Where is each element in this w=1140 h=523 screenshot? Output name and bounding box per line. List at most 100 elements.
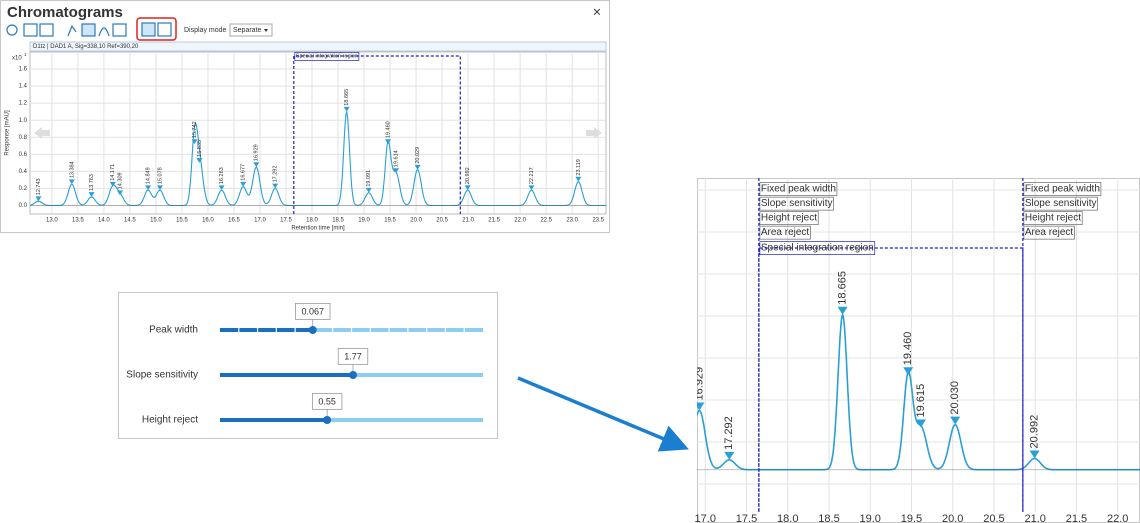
peak-label: 14.171 — [110, 164, 116, 181]
x-tick-label: 20.5 — [436, 218, 448, 224]
peak-marker — [528, 185, 535, 191]
event-label: Height reject — [761, 213, 817, 224]
tool-icon[interactable] — [112, 23, 127, 37]
peak-marker — [196, 158, 203, 163]
integration-region — [293, 55, 461, 214]
peak-label: 23.119 — [576, 159, 582, 175]
peak-label: 20.992 — [1028, 415, 1040, 449]
y-tick-label: 0.0 — [19, 203, 28, 209]
x-tick-label: 17.0 — [695, 513, 716, 523]
peak-marker — [575, 176, 582, 182]
peak-label: 20.992 — [465, 167, 471, 184]
event-label-box — [759, 182, 838, 196]
close-button[interactable]: × — [593, 4, 601, 20]
y-scale-exponent: 1 — [24, 52, 27, 57]
highlight-box — [136, 17, 177, 41]
peak-marker — [145, 185, 152, 191]
peak-label: 15.078 — [157, 167, 163, 184]
x-tick-label: 17.5 — [280, 218, 292, 224]
y-axis-label: Response [mAU] — [5, 110, 11, 156]
zoom-icon[interactable] — [6, 24, 18, 36]
x-tick-label: 15.0 — [150, 218, 162, 224]
peak-label: 17.292 — [273, 166, 279, 183]
slider-label: Peak width — [149, 325, 198, 336]
peak-label: 18.665 — [344, 89, 350, 106]
slider-label: Slope sensitivity — [126, 370, 198, 381]
x-tick-label: 21.0 — [462, 218, 474, 224]
peak-label: 19.460 — [902, 332, 914, 366]
region-label: Special integration region — [296, 53, 358, 59]
event-label: Slope sensitivity — [1025, 198, 1097, 209]
peak-marker — [191, 139, 198, 145]
x-tick-label: 22.5 — [540, 218, 552, 224]
peak-marker — [384, 139, 391, 145]
peak-marker — [253, 162, 260, 168]
x-tick-label: 23.0 — [566, 218, 578, 224]
integration-icon[interactable] — [141, 22, 156, 37]
peak-label: 18.665 — [837, 271, 849, 305]
slider-panel — [118, 292, 498, 439]
peak-marker — [156, 185, 163, 191]
signal-label: D1tz | DAD1 A, Sig=338,10 Ref=390,20 — [33, 44, 139, 50]
peak-marker — [950, 416, 961, 425]
event-label: Slope sensitivity — [761, 198, 833, 209]
display-mode-value: Separate — [233, 27, 262, 34]
slider-knob[interactable] — [308, 326, 317, 334]
peak-marker — [218, 185, 225, 191]
x-tick-label: 20.0 — [410, 218, 422, 224]
slider-knob[interactable] — [349, 371, 358, 379]
event-label: Area reject — [761, 227, 810, 238]
peak-label: 19.614 — [393, 150, 399, 167]
callout-arrow — [517, 376, 689, 452]
region-label-box — [759, 241, 876, 255]
x-tick-label: 21.5 — [488, 218, 500, 224]
x-tick-label: 18.0 — [777, 513, 798, 523]
chart: 16.929 17.292 18.665 19.460 19.615 20.030 20.9… — [697, 178, 1140, 512]
region-label: Special integration region — [761, 243, 874, 254]
x-tick-label: 19.0 — [358, 218, 370, 224]
tool-icon[interactable] — [23, 23, 38, 37]
peak-label: 19.615 — [915, 384, 927, 418]
tool-icon[interactable] — [98, 27, 110, 37]
x-tick-label: 19.5 — [384, 218, 396, 224]
peak-marker — [903, 367, 914, 376]
x-tick-label: 21.0 — [1025, 513, 1046, 523]
tool-icon[interactable] — [81, 23, 96, 37]
window-title: Chromatograms — [7, 4, 123, 21]
x-tick-label: 19.5 — [901, 513, 922, 523]
peak-marker — [68, 179, 75, 185]
peak-label: 13.384 — [69, 161, 75, 178]
peak-marker — [837, 306, 848, 315]
peak-marker — [915, 419, 926, 428]
y-tick-label: 1.4 — [19, 84, 28, 90]
plot-frame — [29, 51, 607, 215]
x-axis-label: Retention time [min] — [291, 226, 345, 232]
tool-icon[interactable] — [39, 23, 54, 37]
x-tick-label: 20.5 — [983, 513, 1004, 523]
peak-label: 12.743 — [36, 178, 42, 195]
tool-icon[interactable] — [67, 24, 77, 37]
save-icon[interactable] — [157, 22, 172, 37]
y-scale: x10 — [12, 56, 22, 62]
event-label: Fixed peak width — [1025, 184, 1100, 195]
peak-marker — [343, 106, 350, 112]
peak-label: 20.030 — [949, 381, 961, 415]
nav-left[interactable] — [34, 127, 50, 139]
slider-knob[interactable] — [323, 416, 332, 424]
event-label-box — [1023, 196, 1098, 211]
slider-value: 1.77 — [344, 351, 362, 361]
y-tick-label: 0.6 — [19, 152, 28, 158]
peak-label: 14.309 — [117, 172, 123, 189]
display-mode-select[interactable] — [229, 23, 273, 37]
peak-label: 22.217 — [529, 167, 535, 184]
event-label-box — [759, 196, 834, 211]
event-label-box — [1023, 182, 1102, 196]
event-label-box — [759, 225, 811, 240]
peak-label: 19.460 — [385, 121, 391, 138]
peak-marker — [1029, 450, 1040, 459]
x-tick-label: 13.0 — [46, 218, 58, 224]
event-label: Area reject — [1025, 227, 1074, 238]
